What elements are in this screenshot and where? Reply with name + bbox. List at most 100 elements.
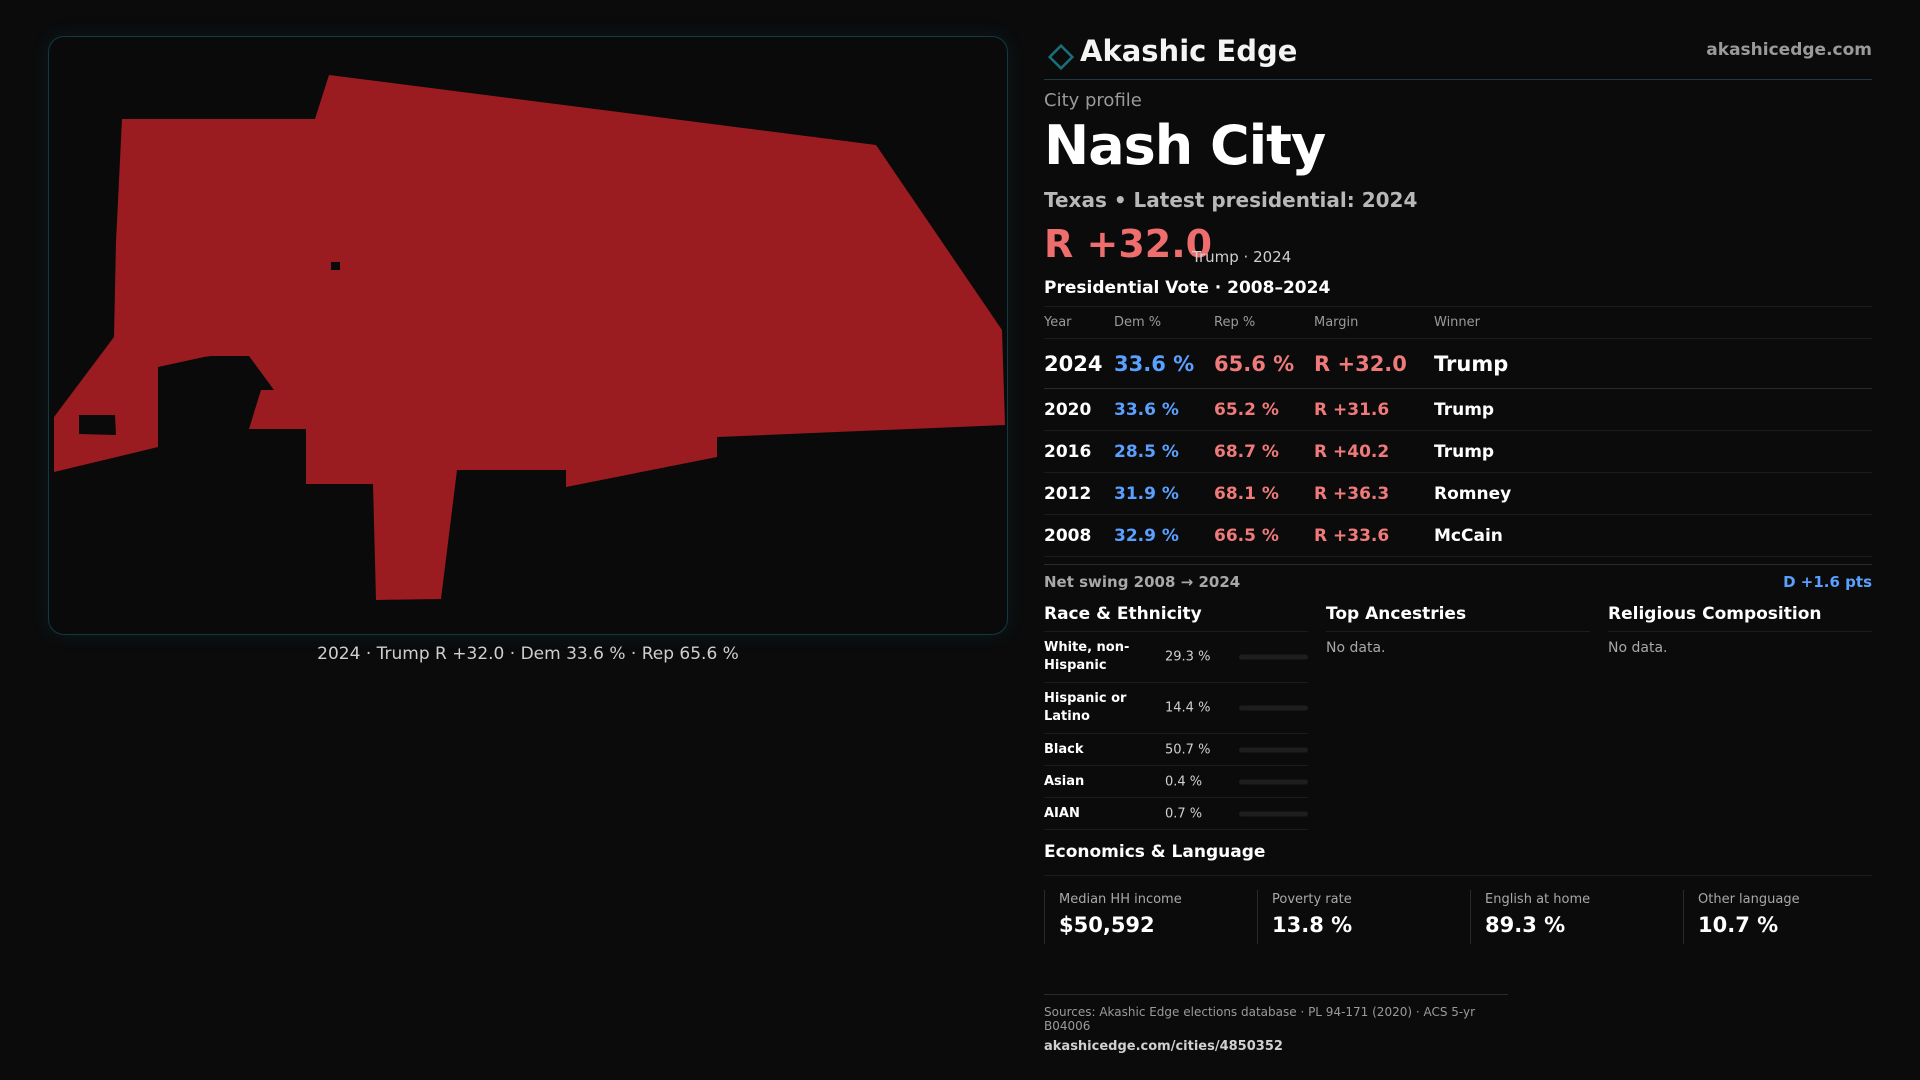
race-row-asian: Asian 0.4 % — [1044, 766, 1308, 798]
stat-label: Median HH income — [1059, 892, 1182, 907]
cell-rep: 65.2 % — [1214, 388, 1314, 431]
race-bar — [1239, 811, 1308, 816]
brand-name[interactable]: Akashic Edge — [1080, 34, 1298, 68]
race-bar — [1239, 654, 1308, 660]
cell-margin: R +33.6 — [1314, 514, 1434, 557]
ancestries-section-title: Top Ancestries — [1326, 600, 1590, 632]
stat-median-income: Median HH income $50,592 — [1044, 890, 1257, 944]
cell-dem: 33.6 % — [1114, 338, 1214, 389]
cell-year: 2016 — [1044, 430, 1114, 473]
table-row: 2008 32.9 % 66.5 % R +33.6 McCain — [1044, 514, 1872, 557]
race-section-title: Race & Ethnicity — [1044, 600, 1308, 632]
race-pct: 14.4 % — [1165, 700, 1211, 716]
stat-other-language: Other language 10.7 % — [1683, 890, 1896, 944]
city-boundary-map[interactable] — [48, 36, 1008, 635]
cell-dem: 32.9 % — [1114, 514, 1214, 557]
presidential-vote-table: Year Dem % Rep % Margin Winner 2024 33.6… — [1044, 306, 1872, 557]
stat-label: Other language — [1698, 892, 1800, 907]
table-row: 2024 33.6 % 65.6 % R +32.0 Trump — [1044, 338, 1872, 389]
stat-english-at-home: English at home 89.3 % — [1470, 890, 1683, 944]
race-pct: 0.7 % — [1165, 806, 1203, 821]
table-row: 2020 33.6 % 65.2 % R +31.6 Trump — [1044, 388, 1872, 431]
cell-dem: 28.5 % — [1114, 430, 1214, 473]
stat-label: English at home — [1485, 892, 1591, 907]
page-kicker: City profile — [1044, 90, 1142, 111]
religion-section-title: Religious Composition — [1608, 600, 1872, 632]
stat-label: Poverty rate — [1272, 892, 1352, 907]
cell-winner: McCain — [1434, 514, 1872, 557]
page-title: Nash City — [1044, 114, 1326, 177]
cell-margin: R +31.6 — [1314, 388, 1434, 431]
column-header-winner: Winner — [1434, 306, 1872, 339]
table-row: 2016 28.5 % 68.7 % R +40.2 Trump — [1044, 430, 1872, 473]
city-boundary-shape — [54, 75, 1005, 600]
race-pct: 0.4 % — [1165, 774, 1203, 789]
race-label: White, non-Hispanic — [1044, 640, 1130, 673]
cell-winner: Trump — [1434, 430, 1872, 473]
cell-year: 2020 — [1044, 388, 1114, 431]
cell-margin: R +40.2 — [1314, 430, 1434, 473]
cell-dem: 31.9 % — [1114, 472, 1214, 515]
sources-footer: Sources: Akashic Edge elections database… — [1044, 994, 1508, 1054]
cell-dem: 33.6 % — [1114, 388, 1214, 431]
cell-year: 2008 — [1044, 514, 1114, 557]
cell-rep: 68.1 % — [1214, 472, 1314, 515]
religion-section: Religious Composition No data. — [1608, 600, 1872, 656]
stat-value: 89.3 % — [1485, 913, 1566, 937]
religion-empty: No data. — [1608, 640, 1668, 656]
race-ethnicity-section: Race & Ethnicity White, non-Hispanic 29.… — [1044, 600, 1308, 830]
table-row: 2012 31.9 % 68.1 % R +36.3 Romney — [1044, 472, 1872, 515]
map-caption: 2024 · Trump R +32.0 · Dem 33.6 % · Rep … — [317, 644, 739, 664]
latest-margin: R +32.0 — [1044, 222, 1213, 266]
cell-rep: 68.7 % — [1214, 430, 1314, 473]
vote-section-title: Presidential Vote · 2008–2024 — [1044, 278, 1331, 298]
race-pct: 50.7 % — [1165, 742, 1211, 757]
ancestries-section: Top Ancestries No data. — [1326, 600, 1590, 656]
column-header-rep: Rep % — [1214, 306, 1314, 339]
ancestries-empty: No data. — [1326, 640, 1386, 656]
column-header-year: Year — [1044, 306, 1114, 339]
cell-rep: 66.5 % — [1214, 514, 1314, 557]
stat-value: $50,592 — [1059, 913, 1155, 937]
race-label: Black — [1044, 741, 1084, 757]
race-label: Asian — [1044, 773, 1085, 789]
brand-url[interactable]: akashicedge.com — [1706, 40, 1872, 60]
brand-header: Akashic Edge akashicedge.com — [1044, 30, 1872, 80]
stat-value: 13.8 % — [1272, 913, 1353, 937]
race-bar — [1239, 779, 1308, 784]
cell-year: 2024 — [1044, 338, 1114, 389]
cell-rep: 65.6 % — [1214, 338, 1314, 389]
sources-text: Sources: Akashic Edge elections database… — [1044, 1005, 1476, 1033]
cell-winner: Trump — [1434, 388, 1872, 431]
state-subline: Texas • Latest presidential: 2024 — [1044, 188, 1418, 212]
economics-section-title: Economics & Language — [1044, 842, 1872, 876]
cell-year: 2012 — [1044, 472, 1114, 515]
cell-margin: R +32.0 — [1314, 338, 1434, 389]
stat-poverty-rate: Poverty rate 13.8 % — [1257, 890, 1470, 944]
cell-winner: Trump — [1434, 338, 1872, 389]
net-swing-value: D +1.6 pts — [1783, 573, 1872, 591]
race-pct: 29.3 % — [1165, 649, 1211, 665]
race-row-white: White, non-Hispanic 29.3 % — [1044, 632, 1308, 683]
race-bar — [1239, 705, 1308, 711]
sources-url[interactable]: akashicedge.com/cities/4850352 — [1044, 1039, 1283, 1054]
column-header-margin: Margin — [1314, 306, 1434, 339]
net-swing-row: Net swing 2008 → 2024 D +1.6 pts — [1044, 564, 1872, 600]
race-label: Hispanic or Latino — [1044, 691, 1127, 724]
latest-margin-note: Trump · 2024 — [1192, 248, 1292, 266]
diamond-outline-icon — [1046, 42, 1076, 76]
cell-winner: Romney — [1434, 472, 1872, 515]
city-profile-panel: Akashic Edge akashicedge.com City profil… — [1044, 0, 1872, 1080]
race-row-hispanic: Hispanic or Latino 14.4 % — [1044, 683, 1308, 734]
cell-margin: R +36.3 — [1314, 472, 1434, 515]
race-row-aian: AIAN 0.7 % — [1044, 798, 1308, 830]
race-label: AIAN — [1044, 805, 1080, 821]
column-header-dem: Dem % — [1114, 306, 1214, 339]
stat-value: 10.7 % — [1698, 913, 1779, 937]
table-header-row: Year Dem % Rep % Margin Winner — [1044, 306, 1872, 339]
city-polygon[interactable] — [54, 75, 1005, 600]
net-swing-label: Net swing 2008 → 2024 — [1044, 573, 1241, 591]
race-row-black: Black 50.7 % — [1044, 734, 1308, 766]
economics-stats: Median HH income $50,592 Poverty rate 13… — [1044, 890, 1872, 944]
race-bar — [1239, 747, 1308, 752]
